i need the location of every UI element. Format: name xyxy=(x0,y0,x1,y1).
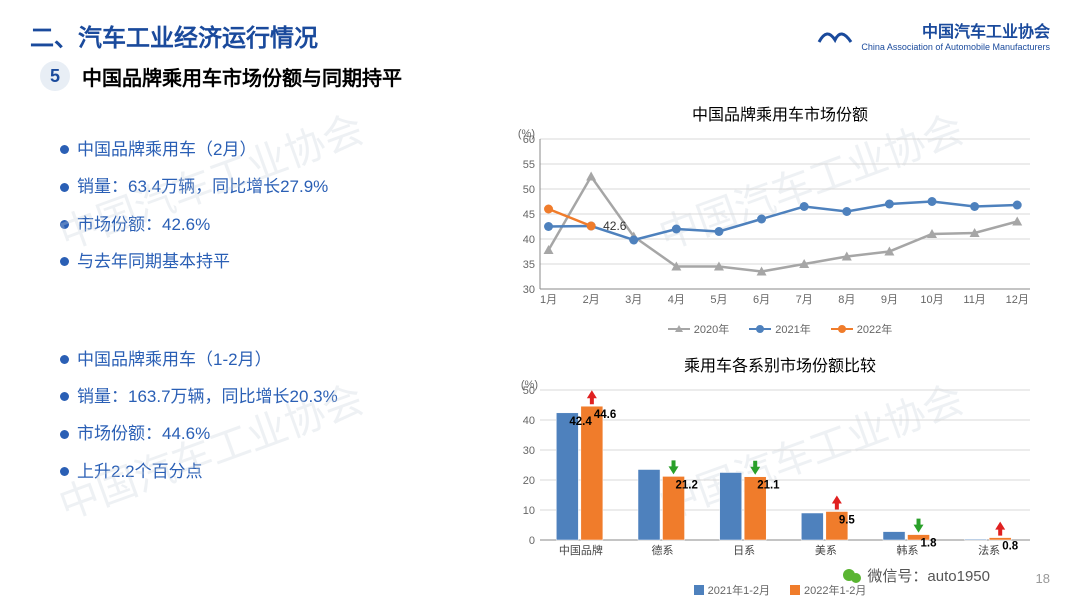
svg-text:0.8: 0.8 xyxy=(1002,541,1019,553)
svg-text:韩系: 韩系 xyxy=(897,543,919,557)
svg-text:美系: 美系 xyxy=(815,544,837,557)
bullets-column: 中国品牌乘用车（2月）销量：63.4万辆，同比增长27.9%市场份额：42.6%… xyxy=(20,101,490,598)
svg-text:0: 0 xyxy=(529,535,535,547)
logo-subtext: China Association of Automobile Manufact… xyxy=(861,42,1050,52)
svg-text:42.6: 42.6 xyxy=(603,219,627,233)
svg-text:45: 45 xyxy=(523,209,535,221)
line-chart-legend: 2020年2021年2022年 xyxy=(500,321,1060,337)
svg-text:35: 35 xyxy=(523,259,535,271)
svg-text:40: 40 xyxy=(523,415,535,427)
svg-text:9月: 9月 xyxy=(881,294,898,306)
bar-chart-title: 乘用车各系别市场份额比较 xyxy=(500,352,1060,376)
bullet-item: 与去年同期基本持平 xyxy=(60,243,480,280)
svg-text:5月: 5月 xyxy=(710,294,727,306)
svg-text:8月: 8月 xyxy=(838,294,855,306)
page-number: 18 xyxy=(1036,571,1050,586)
wechat-label: 微信号：auto1950 xyxy=(842,565,990,586)
svg-text:7月: 7月 xyxy=(796,294,813,306)
logo-text: 中国汽车工业协会 xyxy=(922,24,1050,41)
svg-text:30: 30 xyxy=(523,284,535,296)
svg-text:中国品牌: 中国品牌 xyxy=(559,543,603,557)
svg-text:(%): (%) xyxy=(521,380,538,391)
svg-text:42.4: 42.4 xyxy=(569,416,592,428)
svg-text:法系: 法系 xyxy=(978,543,1000,557)
section-title: 二、汽车工业经济运行情况 xyxy=(30,18,318,53)
line-chart: 中国品牌乘用车市场份额 30354045505560(%)1月2月3月4月5月6… xyxy=(500,101,1060,337)
bullet-item: 销量：63.4万辆，同比增长27.9% xyxy=(60,168,480,205)
svg-text:55: 55 xyxy=(523,159,535,171)
section-number-badge: 5 xyxy=(40,61,70,91)
svg-text:10: 10 xyxy=(523,505,535,517)
bullet-item: 市场份额：44.6% xyxy=(60,415,480,452)
svg-text:4月: 4月 xyxy=(668,294,685,306)
svg-text:10月: 10月 xyxy=(920,294,943,306)
svg-text:21.2: 21.2 xyxy=(676,479,698,491)
logo: 中国汽车工业协会 China Association of Automobile… xyxy=(817,18,1050,52)
svg-text:40: 40 xyxy=(523,234,535,246)
svg-text:9.5: 9.5 xyxy=(839,515,856,527)
svg-text:3月: 3月 xyxy=(625,294,642,306)
svg-text:1.8: 1.8 xyxy=(921,538,938,550)
bullet-item: 中国品牌乘用车（2月） xyxy=(60,131,480,168)
svg-text:12月: 12月 xyxy=(1006,294,1029,306)
svg-text:20: 20 xyxy=(523,475,535,487)
bullet-item: 中国品牌乘用车（1-2月） xyxy=(60,341,480,378)
bullet-item: 销量：163.7万辆，同比增长20.3% xyxy=(60,378,480,415)
subtitle-row: 5 中国品牌乘用车市场份额与同期持平 xyxy=(0,53,1080,101)
svg-text:30: 30 xyxy=(523,445,535,457)
svg-text:6月: 6月 xyxy=(753,294,770,306)
bullet-item: 上升2.2个百分点 xyxy=(60,453,480,490)
svg-text:德系: 德系 xyxy=(652,543,674,557)
svg-text:2月: 2月 xyxy=(583,294,600,306)
svg-text:日系: 日系 xyxy=(733,544,755,557)
bullet-item: 市场份额：42.6% xyxy=(60,206,480,243)
svg-text:50: 50 xyxy=(523,184,535,196)
line-chart-title: 中国品牌乘用车市场份额 xyxy=(500,101,1060,125)
svg-text:44.6: 44.6 xyxy=(594,409,616,421)
svg-text:1月: 1月 xyxy=(540,294,557,306)
bar-chart: 乘用车各系别市场份额比较 01020304050(%)中国品牌德系日系美系韩系法… xyxy=(500,352,1060,598)
subtitle: 中国品牌乘用车市场份额与同期持平 xyxy=(82,62,402,91)
svg-text:(%): (%) xyxy=(518,129,535,140)
header: 二、汽车工业经济运行情况 中国汽车工业协会 China Association … xyxy=(0,0,1080,53)
svg-text:11月: 11月 xyxy=(963,294,985,306)
svg-text:21.1: 21.1 xyxy=(757,480,780,492)
